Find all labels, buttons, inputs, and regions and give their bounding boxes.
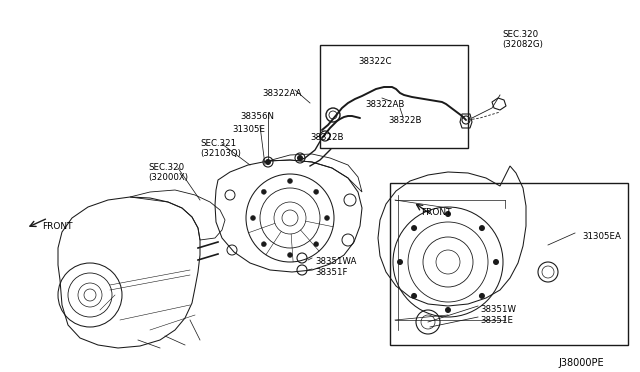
- Circle shape: [314, 189, 319, 194]
- Text: SEC.320: SEC.320: [502, 30, 538, 39]
- Text: SEC.320: SEC.320: [148, 163, 184, 172]
- Circle shape: [297, 155, 303, 161]
- Text: 31305E: 31305E: [232, 125, 265, 134]
- Text: 38322AA: 38322AA: [262, 89, 301, 98]
- Bar: [390, 183, 628, 345]
- Text: 38351WA: 38351WA: [315, 257, 356, 266]
- Circle shape: [493, 259, 499, 265]
- Text: 38351W: 38351W: [480, 305, 516, 314]
- Circle shape: [411, 225, 417, 231]
- Text: FRONT: FRONT: [42, 222, 72, 231]
- Circle shape: [287, 179, 292, 183]
- Text: (32082G): (32082G): [502, 40, 543, 49]
- Circle shape: [265, 159, 271, 165]
- Bar: [320, 45, 468, 148]
- Text: 38322B: 38322B: [310, 133, 344, 142]
- Text: 38322C: 38322C: [358, 57, 392, 66]
- Circle shape: [479, 225, 485, 231]
- Circle shape: [261, 189, 266, 194]
- Circle shape: [445, 211, 451, 217]
- Text: SEC.321: SEC.321: [200, 139, 236, 148]
- Circle shape: [314, 242, 319, 247]
- Text: 38351F: 38351F: [315, 268, 348, 277]
- Circle shape: [445, 307, 451, 313]
- Circle shape: [411, 293, 417, 299]
- Text: (32000X): (32000X): [148, 173, 188, 182]
- Circle shape: [324, 215, 330, 221]
- Text: (32103Q): (32103Q): [200, 149, 241, 158]
- Text: 31305EA: 31305EA: [582, 232, 621, 241]
- Circle shape: [479, 293, 485, 299]
- Circle shape: [250, 215, 255, 221]
- Text: 38322AB: 38322AB: [365, 100, 404, 109]
- Circle shape: [397, 259, 403, 265]
- Text: 38356N: 38356N: [240, 112, 274, 121]
- Text: 38351E: 38351E: [480, 316, 513, 325]
- Text: 38322B: 38322B: [388, 116, 422, 125]
- Circle shape: [287, 253, 292, 257]
- Text: FRONT: FRONT: [421, 208, 451, 217]
- Text: J38000PE: J38000PE: [558, 358, 604, 368]
- Circle shape: [261, 242, 266, 247]
